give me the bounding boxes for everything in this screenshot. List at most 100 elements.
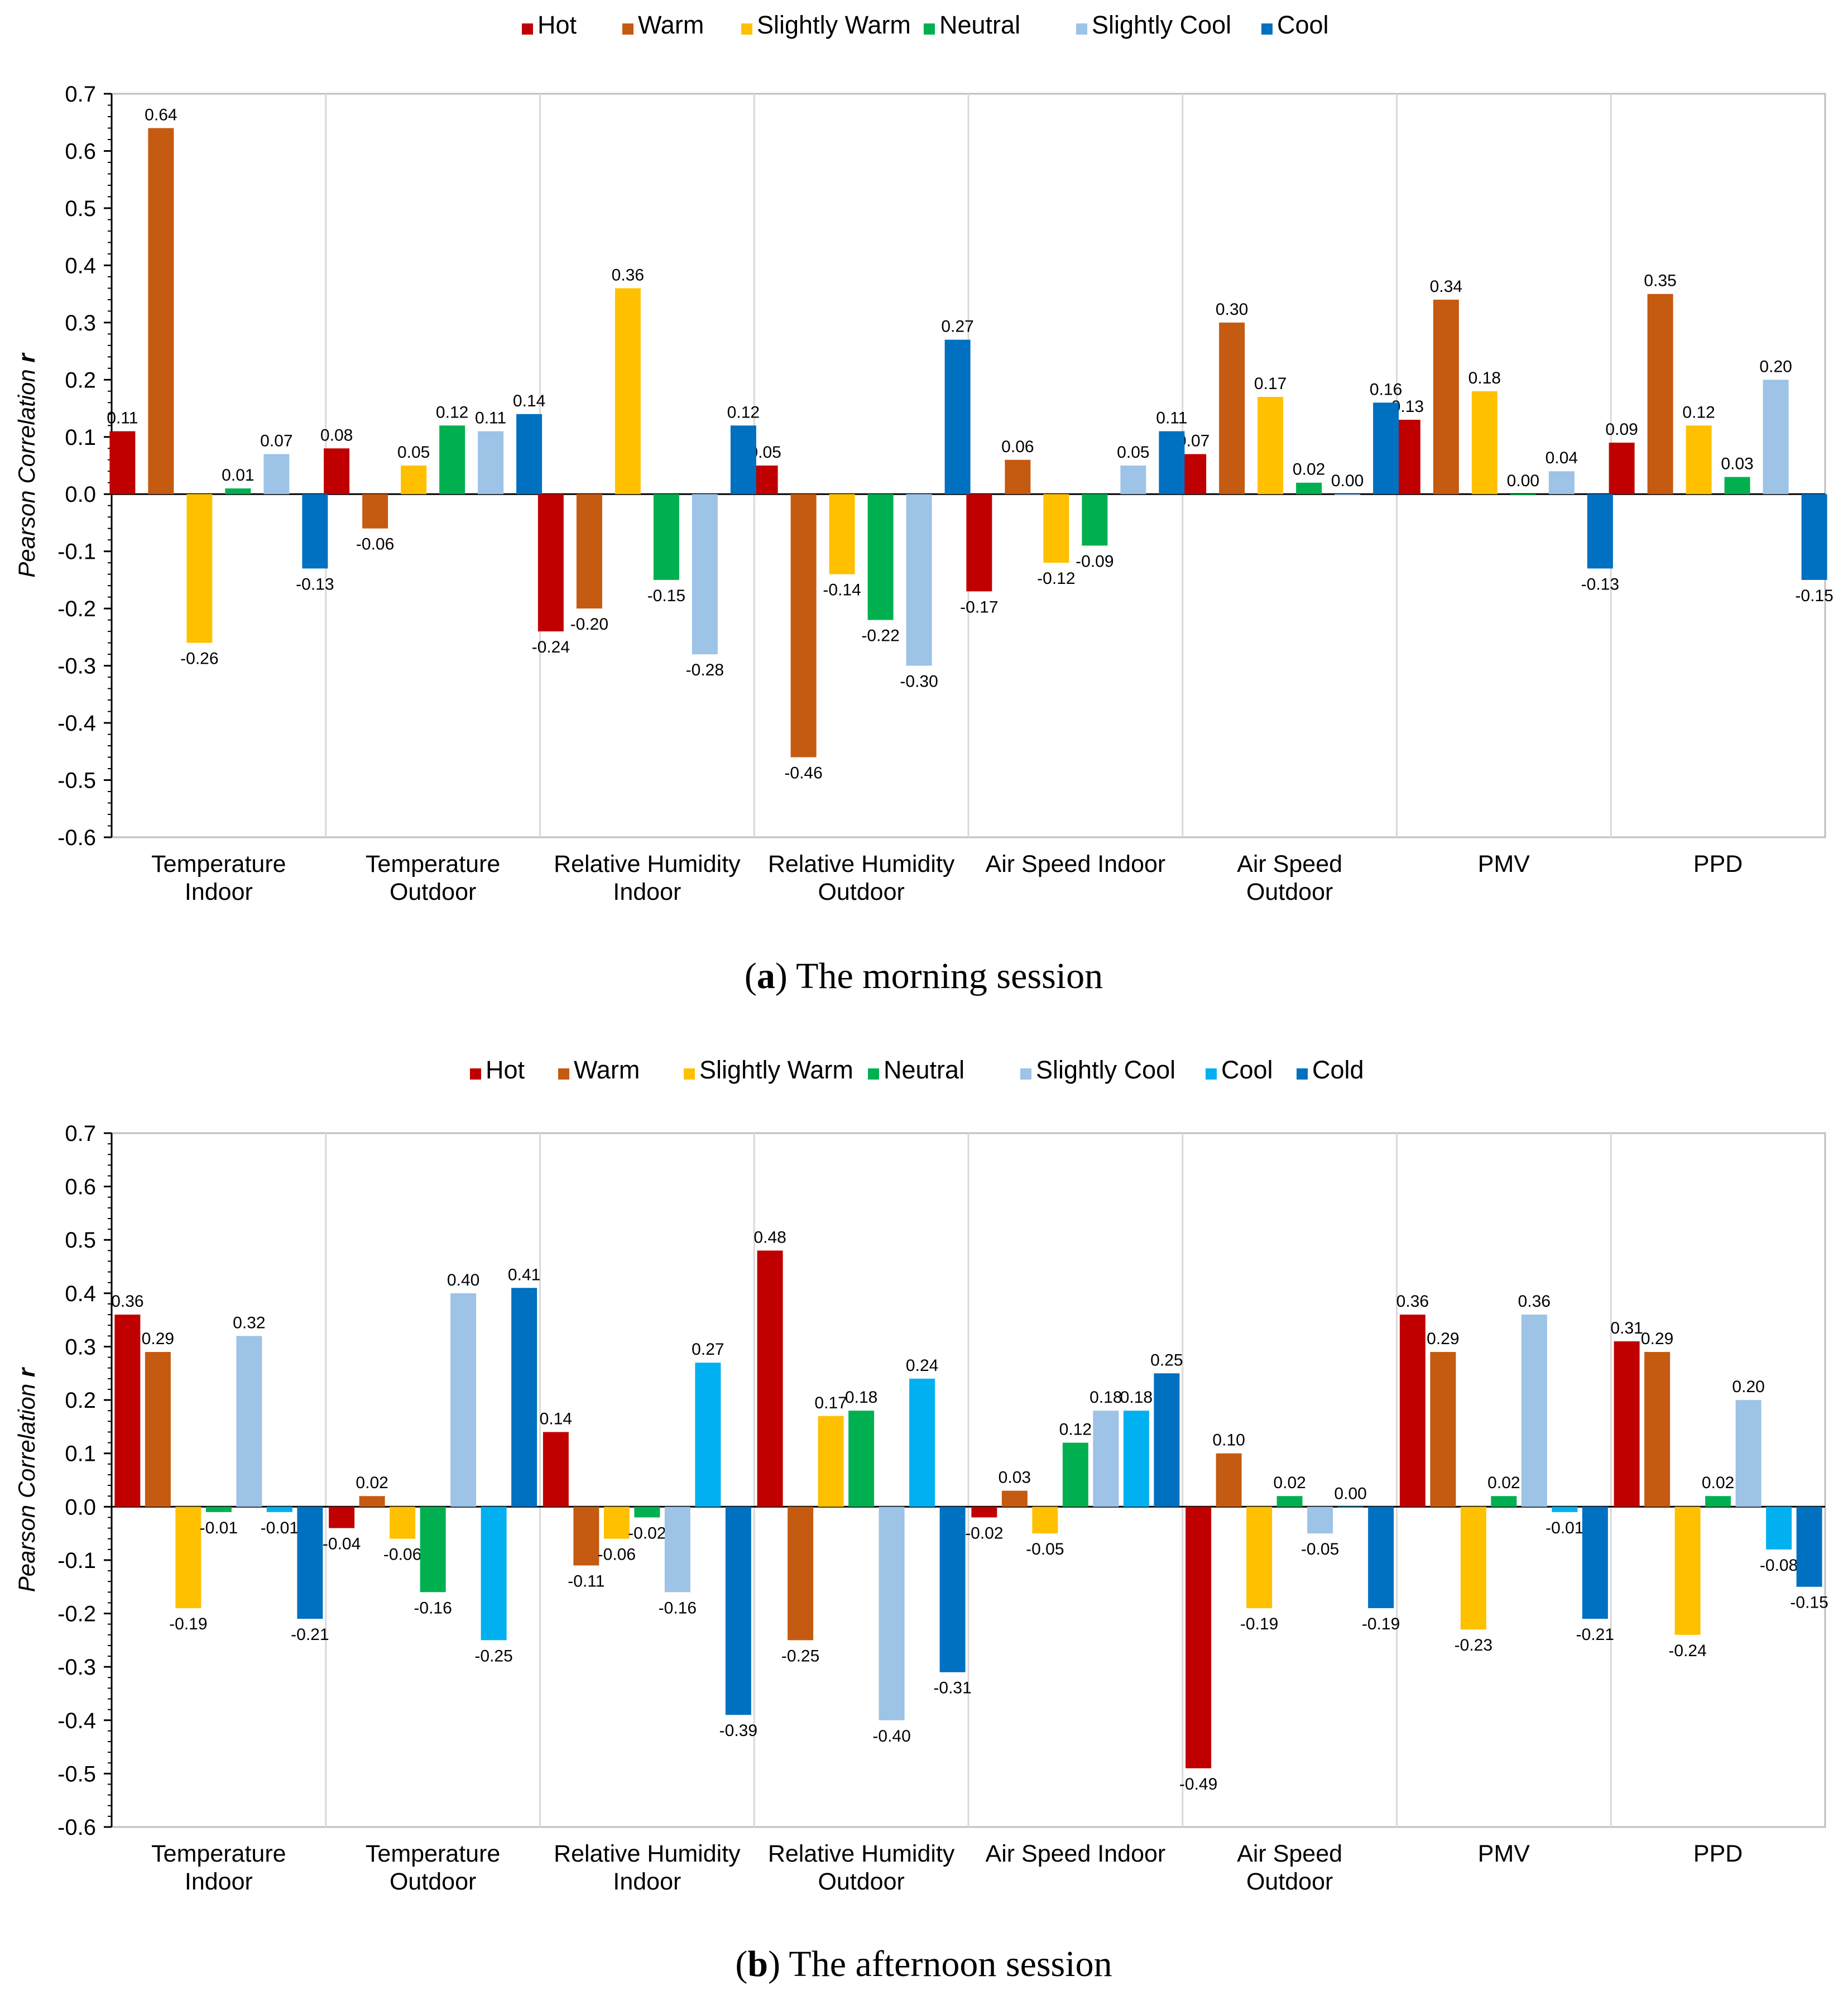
data-label-warm-air-speed-indoor: 0.06: [1001, 438, 1034, 456]
category-label-pmv: PMV: [1478, 851, 1530, 877]
y-tick-label: 0.0: [65, 1495, 96, 1519]
data-label-neutral-pmv: 0.02: [1487, 1474, 1520, 1492]
data-label-slightly-cool-temperature-indoor: 0.32: [233, 1313, 265, 1332]
bar-hot-pmv: [1399, 1315, 1425, 1507]
bar-warm-air-speed-outdoor: [1216, 1453, 1242, 1507]
data-label-cool-air-speed-outdoor: 0.16: [1370, 380, 1402, 399]
data-label-slightly-cool-air-speed-indoor: 0.18: [1089, 1388, 1122, 1407]
category-label-relative-humidity-indoor: Indoor: [613, 879, 681, 905]
legend-label-neutral: Neutral: [884, 1056, 964, 1084]
data-label-warm-pmv: 0.29: [1427, 1330, 1459, 1348]
y-tick-label: 0.5: [65, 196, 96, 221]
data-label-neutral-pmv: 0.00: [1507, 472, 1539, 490]
data-label-cool-ppd: -0.08: [1760, 1556, 1798, 1575]
data-label-slightly-warm-pmv: -0.23: [1455, 1636, 1492, 1654]
bar-neutral-relative-humidity-outdoor: [867, 494, 894, 620]
legend-swatch-warm: [622, 23, 633, 35]
chart-afternoon-session: 0.7 0.6 0.5 0.4 0.3 0.2 0.1 0.0 -0.1 -0.2 -0.3 -0.4…: [13, 1056, 1828, 1984]
bar-slightly-warm-relative-humidity-indoor: [615, 288, 641, 495]
y-tick-label: -0.2: [57, 1602, 96, 1627]
bar-cold-air-speed-outdoor: [1368, 1507, 1394, 1608]
category-label-air-speed-indoor: Air Speed Indoor: [986, 1840, 1166, 1867]
bar-hot-relative-humidity-indoor: [543, 1432, 569, 1507]
bar-slightly-cool-relative-humidity-outdoor: [906, 494, 932, 666]
bar-neutral-pmv: [1491, 1496, 1517, 1507]
data-label-warm-temperature-indoor: 0.29: [142, 1330, 174, 1348]
bar-warm-relative-humidity-indoor: [576, 494, 602, 609]
data-label-warm-air-speed-outdoor: 0.30: [1216, 300, 1248, 319]
data-label-slightly-warm-air-speed-outdoor: 0.17: [1254, 375, 1287, 393]
y-tick-label: -0.4: [57, 711, 96, 736]
bar-hot-temperature-indoor: [114, 1315, 141, 1507]
data-label-slightly-cool-temperature-outdoor: 0.11: [475, 409, 506, 428]
bar-slightly-cool-pmv: [1548, 471, 1575, 495]
bar-neutral-air-speed-indoor: [1082, 494, 1108, 546]
bar-hot-ppd: [1609, 443, 1635, 495]
legend-label-cool: Cool: [1277, 11, 1329, 39]
bar-warm-relative-humidity-indoor: [573, 1507, 599, 1566]
data-label-warm-relative-humidity-indoor: -0.20: [570, 615, 608, 634]
bar-cool-temperature-outdoor: [481, 1507, 507, 1641]
legend-label-slightly-warm: Slightly Warm: [699, 1056, 853, 1084]
data-label-warm-relative-humidity-outdoor: -0.46: [784, 764, 822, 783]
bar-warm-air-speed-outdoor: [1219, 322, 1245, 495]
bar-slightly-warm-relative-humidity-outdoor: [818, 1416, 844, 1507]
data-label-warm-ppd: 0.35: [1644, 272, 1676, 290]
category-label-temperature-indoor: Temperature: [151, 851, 286, 877]
category-label-air-speed-indoor: Air Speed Indoor: [986, 851, 1166, 877]
category-label-temperature-outdoor: Temperature: [366, 851, 500, 877]
data-label-slightly-warm-relative-humidity-outdoor: -0.14: [823, 581, 861, 600]
bar-slightly-cool-relative-humidity-indoor: [692, 494, 718, 655]
bar-warm-ppd: [1647, 294, 1673, 495]
category-label-temperature-indoor: Temperature: [151, 1840, 286, 1867]
data-label-neutral-air-speed-indoor: -0.09: [1076, 552, 1113, 570]
data-label-cool-ppd: -0.15: [1795, 587, 1833, 605]
bar-slightly-cool-air-speed-indoor: [1093, 1411, 1119, 1507]
data-label-cool-pmv: -0.01: [1545, 1519, 1583, 1537]
bar-cool-ppd: [1766, 1507, 1792, 1550]
bar-cool-relative-humidity-indoor: [730, 425, 756, 495]
bar-slightly-cool-temperature-outdoor: [450, 1293, 477, 1507]
legend-swatch-slightly-warm: [684, 1068, 695, 1080]
y-tick-label: -0.1: [57, 540, 96, 564]
category-label-temperature-outdoor: Temperature: [366, 1840, 500, 1867]
bar-warm-temperature-outdoor: [362, 494, 388, 529]
legend-label-slightly-cool: Slightly Cool: [1092, 11, 1231, 39]
data-label-neutral-temperature-outdoor: -0.16: [414, 1599, 452, 1617]
data-label-hot-temperature-outdoor: 0.08: [320, 426, 353, 444]
y-tick-label: 0.3: [65, 311, 96, 335]
data-label-warm-pmv: 0.34: [1430, 277, 1462, 296]
caption-letter: b: [747, 1944, 768, 1984]
bar-slightly-cool-pmv: [1521, 1315, 1547, 1507]
bar-neutral-relative-humidity-indoor: [634, 1507, 660, 1518]
data-label-hot-temperature-indoor: 0.11: [107, 409, 138, 428]
data-label-cold-pmv: -0.21: [1576, 1625, 1614, 1644]
data-label-slightly-warm-ppd: -0.24: [1668, 1642, 1706, 1660]
bar-slightly-cool-relative-humidity-indoor: [664, 1507, 690, 1593]
legend-label-slightly-warm: Slightly Warm: [757, 11, 911, 39]
y-tick-label: 0.6: [65, 139, 96, 164]
bar-cool-relative-humidity-outdoor: [909, 1378, 935, 1507]
category-label-relative-humidity-indoor: Indoor: [613, 1868, 681, 1895]
bar-cold-air-speed-indoor: [1154, 1373, 1180, 1507]
category-label-relative-humidity-indoor: Relative Humidity: [554, 1840, 741, 1867]
legend-swatch-neutral: [924, 23, 935, 35]
bar-hot-relative-humidity-outdoor: [757, 1250, 783, 1507]
data-label-warm-temperature-indoor: 0.64: [145, 105, 177, 124]
bar-cold-relative-humidity-outdoor: [939, 1507, 966, 1672]
data-label-warm-temperature-outdoor: -0.06: [356, 535, 394, 554]
bar-slightly-warm-air-speed-outdoor: [1257, 397, 1284, 495]
category-label-relative-humidity-outdoor: Outdoor: [818, 1868, 904, 1895]
bar-neutral-air-speed-outdoor: [1276, 1496, 1303, 1507]
bar-slightly-cool-temperature-indoor: [263, 454, 290, 495]
y-tick-label: 0.7: [65, 1121, 96, 1146]
bar-slightly-warm-temperature-indoor: [186, 494, 213, 643]
data-label-hot-relative-humidity-indoor: -0.24: [532, 638, 570, 656]
data-label-neutral-relative-humidity-outdoor: 0.18: [845, 1388, 877, 1407]
bar-slightly-warm-pmv: [1460, 1507, 1486, 1630]
bar-neutral-relative-humidity-indoor: [653, 494, 679, 580]
y-tick-label: 0.1: [65, 1442, 96, 1466]
y-tick-label: 0.3: [65, 1335, 96, 1359]
bar-cool-temperature-indoor: [266, 1507, 292, 1512]
y-tick-label: -0.3: [57, 1655, 96, 1680]
